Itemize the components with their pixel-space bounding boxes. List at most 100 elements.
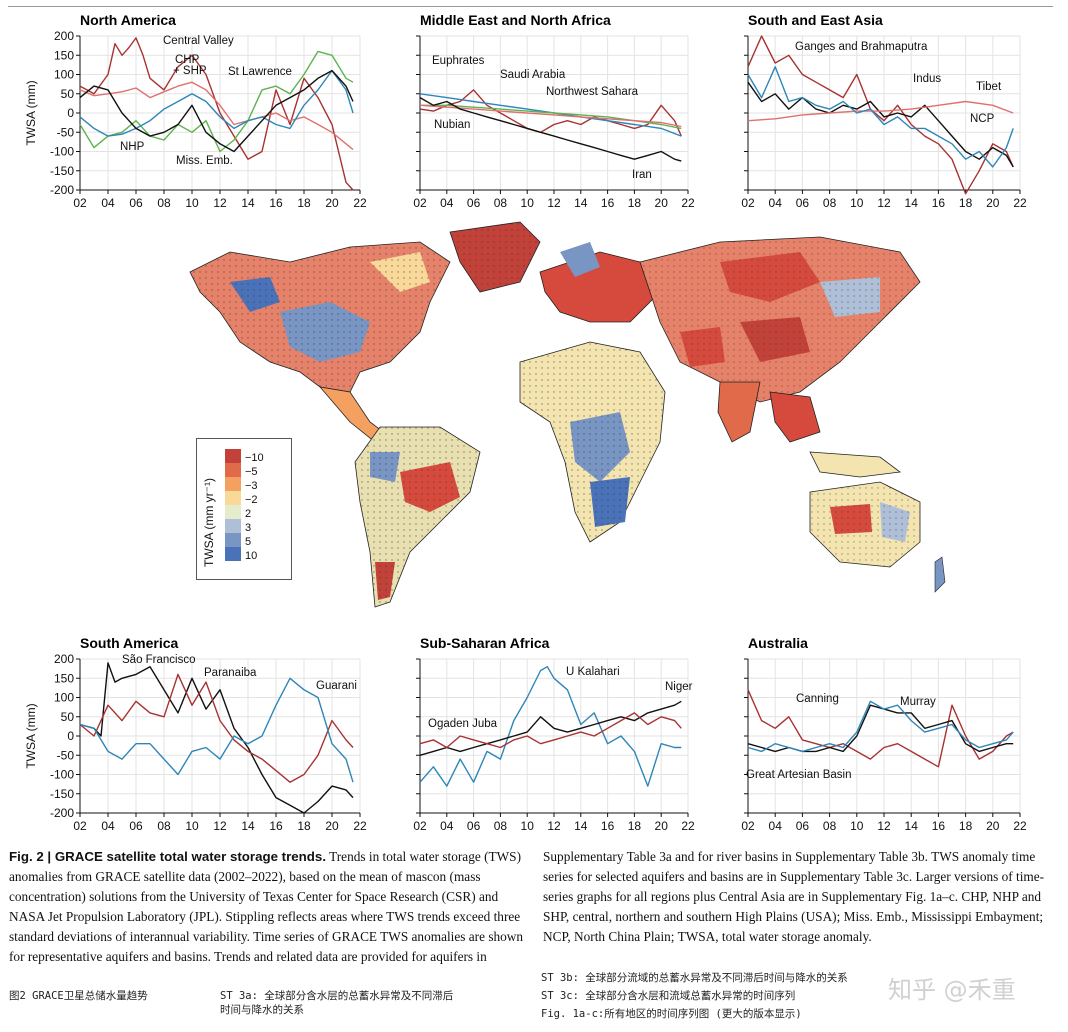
series-line-chp-shp [79, 81, 354, 151]
series-line-canning [747, 689, 1014, 768]
x-tick-label: 18 [959, 196, 973, 210]
panel-north-america: North America 02 04 06 08 10 12 14 16 18 20 22 200 15… [8, 12, 368, 217]
panel-title: Sub-Saharan Africa [420, 635, 550, 651]
series-line-iran [419, 96, 682, 162]
x-tick-label: 14 [905, 819, 919, 833]
watermark: 知乎 @禾重 [888, 976, 1016, 1004]
y-tick-label: -50 [57, 125, 75, 139]
legend-swatch [225, 519, 241, 533]
y-tick-label: -150 [50, 787, 74, 801]
legend-swatch [225, 491, 241, 505]
series-line-ogaden-juba [419, 712, 682, 749]
x-tick-label: 06 [796, 819, 810, 833]
series-annotation: Miss. Emb. [176, 155, 233, 167]
series-annotation: + SHP [173, 65, 207, 77]
series-annotation: Nubian [434, 119, 470, 131]
y-tick-label: 0 [67, 106, 74, 120]
x-tick-label: 14 [574, 196, 588, 210]
x-tick-label: 06 [796, 196, 810, 210]
caption-body-right: Supplementary Table 3a and for river bas… [543, 849, 1045, 944]
y-tick-label: -50 [57, 748, 75, 762]
panel-ssa: Sub-Saharan Africa 02 04 06 08 10 12 14 16 18 20 22… [410, 635, 700, 840]
panel-australia: Australia 02 04 06 08 10 12 14 16 18 20 22 Canning Mu… [738, 635, 1038, 840]
figure-caption-right: Supplementary Table 3a and for river bas… [543, 847, 1058, 947]
legend-label: 2 [245, 508, 251, 520]
series-annotation: Central Valley [163, 35, 234, 47]
series-line-miss-emb- [79, 69, 354, 153]
series-line-niger [419, 700, 682, 756]
x-tick-label: 18 [959, 819, 973, 833]
chart-australia: Australia 02 04 06 08 10 12 14 16 18 20 22 Canning Mu… [741, 635, 1027, 833]
series-line-s-o-francisco [79, 662, 354, 814]
series-annotation: São Francisco [122, 654, 196, 666]
figure-caption-left: Fig. 2 | GRACE satellite total water sto… [9, 847, 529, 967]
y-tick-label: 50 [61, 710, 75, 724]
series-line-nubian [419, 104, 682, 128]
series-annotation: Indus [913, 73, 941, 85]
legend-label: −5 [245, 466, 258, 478]
x-tick-label: 20 [325, 819, 339, 833]
series-line-paranaiba [79, 673, 354, 783]
y-tick-label: 200 [54, 29, 74, 43]
map-legend: TWSA (mm yr⁻¹) −10 −5 −3 −2 2 3 5 10 [196, 438, 292, 580]
x-tick-label: 10 [850, 819, 864, 833]
x-tick-label: 10 [185, 196, 199, 210]
y-tick-label: 0 [67, 729, 74, 743]
note-st3b: ST 3b: 全球部分流域的总蓄水异常及不同滞后时间与降水的关系 [541, 972, 848, 984]
x-tick-label: 02 [73, 819, 87, 833]
x-tick-label: 06 [467, 196, 481, 210]
chart-south-america: South America 02 04 06 08 10 12 14 16 18 20 22 200 15… [24, 635, 367, 833]
note-st3c: ST 3c: 全球部分含水层和流域总蓄水异常的时间序列 [541, 990, 796, 1002]
series-line-tibet [747, 100, 1014, 122]
legend-swatch [225, 477, 241, 491]
x-tick-label: 18 [628, 819, 642, 833]
panel-title: South America [80, 635, 178, 651]
note-st3a-line2: 时间与降水的关系 [220, 1004, 304, 1016]
x-tick-label: 20 [986, 196, 1000, 210]
legend-label: 5 [245, 536, 251, 548]
legend-label: 3 [245, 522, 251, 534]
y-tick-label: 150 [54, 671, 74, 685]
series-annotation: Tibet [976, 81, 1002, 93]
x-tick-label: 20 [655, 819, 669, 833]
x-tick-label: 18 [297, 196, 311, 210]
x-tick-label: 16 [269, 196, 283, 210]
x-tick-label: 08 [157, 819, 171, 833]
series-annotation: NHP [120, 141, 145, 153]
series-annotation: Guarani [316, 680, 357, 692]
legend-label: −2 [245, 494, 258, 506]
chart-north-america: North America 02 04 06 08 10 12 14 16 18 20 22 200 15… [24, 12, 367, 210]
x-tick-label: 08 [494, 819, 508, 833]
x-tick-label: 22 [353, 819, 367, 833]
caption-body-left: Trends in total water storage (TWS) anom… [9, 849, 524, 964]
x-tick-label: 18 [297, 819, 311, 833]
series-line-st-lawrence [79, 50, 354, 153]
y-axis-label: TWSA (mm) [24, 80, 38, 145]
series-line-ncp [747, 66, 1014, 168]
x-tick-label: 02 [413, 196, 427, 210]
legend-swatch [225, 449, 241, 463]
x-tick-label: 08 [494, 196, 508, 210]
x-tick-label: 02 [741, 196, 755, 210]
series-line-ganges-and-brahmaputra [747, 35, 1014, 195]
series-annotation: Paranaiba [204, 667, 257, 679]
x-tick-label: 14 [905, 196, 919, 210]
series-line-nhp [79, 69, 354, 137]
caption-bold: Fig. 2 | GRACE satellite total water sto… [9, 849, 327, 864]
x-tick-label: 22 [681, 196, 695, 210]
x-tick-label: 02 [73, 196, 87, 210]
x-tick-label: 12 [213, 196, 227, 210]
series-annotation: U Kalahari [566, 666, 620, 678]
y-tick-label: 100 [54, 68, 74, 82]
x-tick-label: 10 [185, 819, 199, 833]
legend-swatch [225, 533, 241, 547]
series-annotation: Ganges and Brahmaputra [795, 41, 928, 53]
x-tick-label: 22 [353, 196, 367, 210]
x-tick-label: 12 [213, 819, 227, 833]
series-annotation: NCP [970, 113, 995, 125]
x-tick-label: 06 [467, 819, 481, 833]
chart-mena: Middle East and North Africa 02 04 06 08 10 12… [413, 12, 695, 210]
y-tick-label: -100 [50, 768, 74, 782]
x-tick-label: 16 [932, 196, 946, 210]
y-tick-label: -200 [50, 183, 74, 197]
